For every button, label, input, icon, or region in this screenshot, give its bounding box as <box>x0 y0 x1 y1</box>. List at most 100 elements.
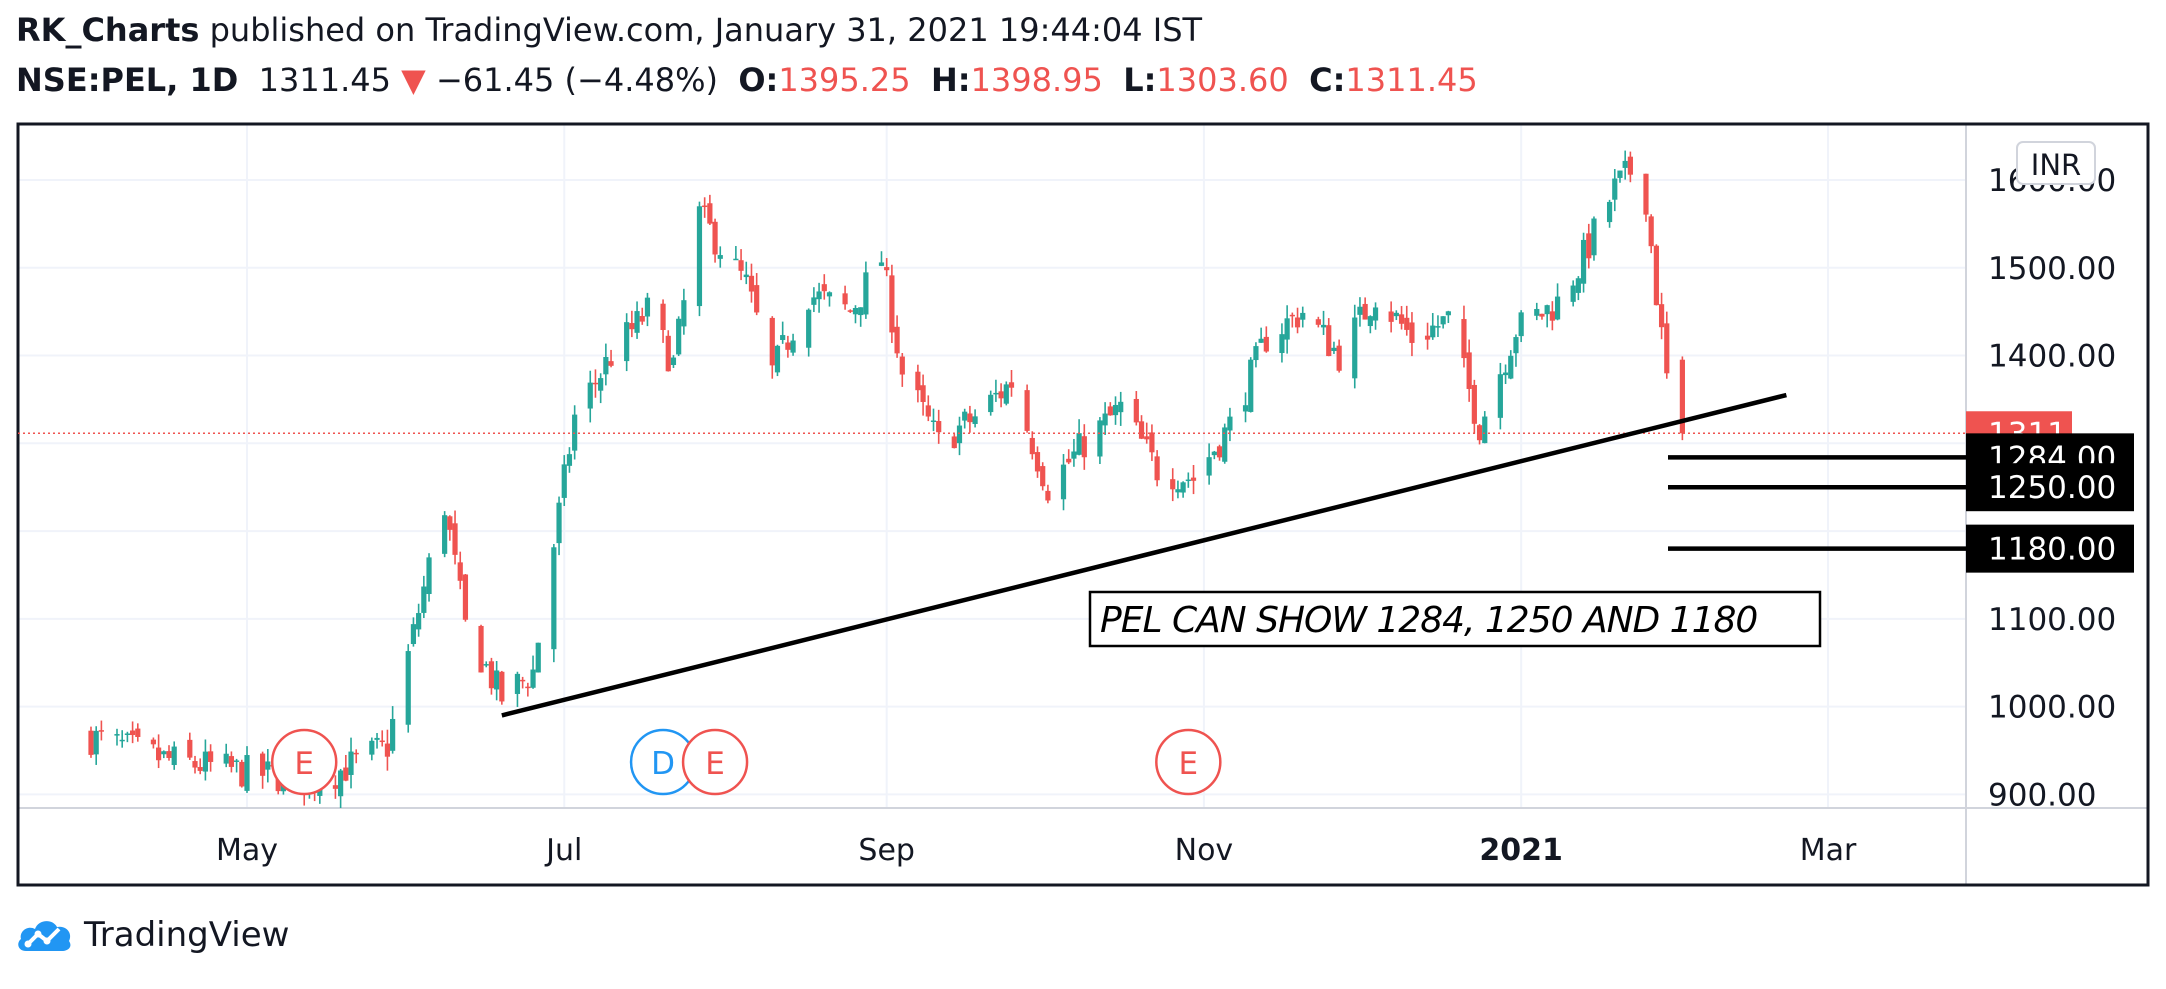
candle-body <box>384 743 391 757</box>
candle <box>1216 444 1223 461</box>
candle-body <box>1664 323 1670 374</box>
candle-body <box>1211 451 1217 456</box>
dividend-marker[interactable]: D <box>629 728 697 796</box>
event-label: E <box>705 746 725 782</box>
candle-body <box>1586 233 1592 259</box>
candle <box>889 264 895 344</box>
candle <box>135 723 141 742</box>
candle-body <box>239 761 245 787</box>
candle <box>790 333 796 356</box>
candle <box>1388 301 1394 333</box>
high-value: 1398.95 <box>970 61 1103 99</box>
earnings-marker[interactable]: E <box>270 728 338 796</box>
candle <box>166 745 172 761</box>
currency-label: INR <box>2031 148 2081 182</box>
candle <box>551 543 557 663</box>
candle-body <box>1284 318 1290 340</box>
earnings-marker[interactable]: E <box>1155 728 1222 796</box>
candle <box>665 330 671 372</box>
candle-body <box>915 371 921 391</box>
candle <box>478 624 484 673</box>
candle <box>842 285 848 310</box>
tradingview-logo[interactable]: TradingView <box>16 915 289 955</box>
ohlc-header: NSE:PEL, 1D 1311.45 ▼ −61.45 (−4.48%) O:… <box>16 60 1478 100</box>
candle <box>1424 322 1431 350</box>
candle-body <box>1170 479 1176 490</box>
candle-body <box>634 311 640 333</box>
candle-body <box>265 761 271 770</box>
candle-body <box>1648 216 1654 247</box>
candle <box>1003 381 1009 406</box>
candle-body <box>1575 278 1581 293</box>
candle-body <box>1372 307 1379 321</box>
candle <box>390 706 396 754</box>
candle <box>1133 391 1139 426</box>
candle-body <box>738 260 744 271</box>
candle-body <box>696 206 703 307</box>
earnings-marker[interactable]: E <box>681 728 749 796</box>
author-name[interactable]: RK_Charts <box>16 11 200 49</box>
candle-body <box>317 789 323 796</box>
candle <box>1653 244 1659 306</box>
candle-body <box>878 262 885 266</box>
candle <box>161 750 167 759</box>
candle-body <box>1066 458 1072 463</box>
candle-body <box>197 767 203 771</box>
event-circle <box>270 728 338 796</box>
candle <box>530 655 536 689</box>
candle <box>1658 292 1665 340</box>
candle <box>956 416 963 456</box>
candle <box>1253 342 1259 368</box>
candle-body <box>1612 178 1618 200</box>
candle <box>629 310 635 338</box>
candle-body <box>343 767 349 781</box>
candle-body <box>192 761 198 768</box>
candle-body <box>1185 479 1191 482</box>
candle-body <box>956 425 963 444</box>
candle <box>748 263 755 303</box>
candle-body <box>608 361 614 366</box>
candle <box>998 383 1004 408</box>
candle-body <box>348 751 354 775</box>
event-label: D <box>651 746 675 782</box>
candle <box>265 749 271 783</box>
candle <box>1315 316 1321 328</box>
candle-body <box>457 562 463 581</box>
candle-body <box>98 730 104 732</box>
candle-body <box>1071 451 1077 459</box>
candle <box>1627 151 1633 183</box>
candle <box>416 603 422 637</box>
candle <box>1404 305 1410 336</box>
candle <box>1617 170 1623 183</box>
candle-body <box>452 523 458 555</box>
candle <box>572 405 578 460</box>
candle <box>156 734 162 769</box>
candle <box>1024 384 1030 433</box>
x-tick-label: Nov <box>1175 833 1234 868</box>
candle-body <box>483 664 489 666</box>
candle <box>608 349 614 368</box>
candle-body <box>951 436 957 449</box>
candle-body <box>962 411 968 421</box>
candle-body <box>811 297 817 305</box>
candle-body <box>847 310 853 312</box>
candle-body <box>920 385 926 402</box>
candle-body <box>780 335 786 341</box>
candle <box>348 737 354 789</box>
x-tick-label: Mar <box>1800 833 1857 868</box>
close-value: 1311.45 <box>1345 61 1478 99</box>
x-tick-label: Jul <box>544 833 582 868</box>
candle <box>925 395 931 422</box>
candle-body <box>499 671 505 702</box>
candle-body <box>1544 305 1550 315</box>
candle-body <box>1653 245 1659 306</box>
y-tick-label: 1000.00 <box>1988 690 2116 726</box>
candle <box>1606 199 1613 228</box>
candle <box>1466 339 1472 402</box>
candle <box>733 246 739 261</box>
candle-body <box>530 669 536 688</box>
candle <box>244 746 250 793</box>
candle <box>1040 462 1046 491</box>
candle <box>1580 232 1587 293</box>
